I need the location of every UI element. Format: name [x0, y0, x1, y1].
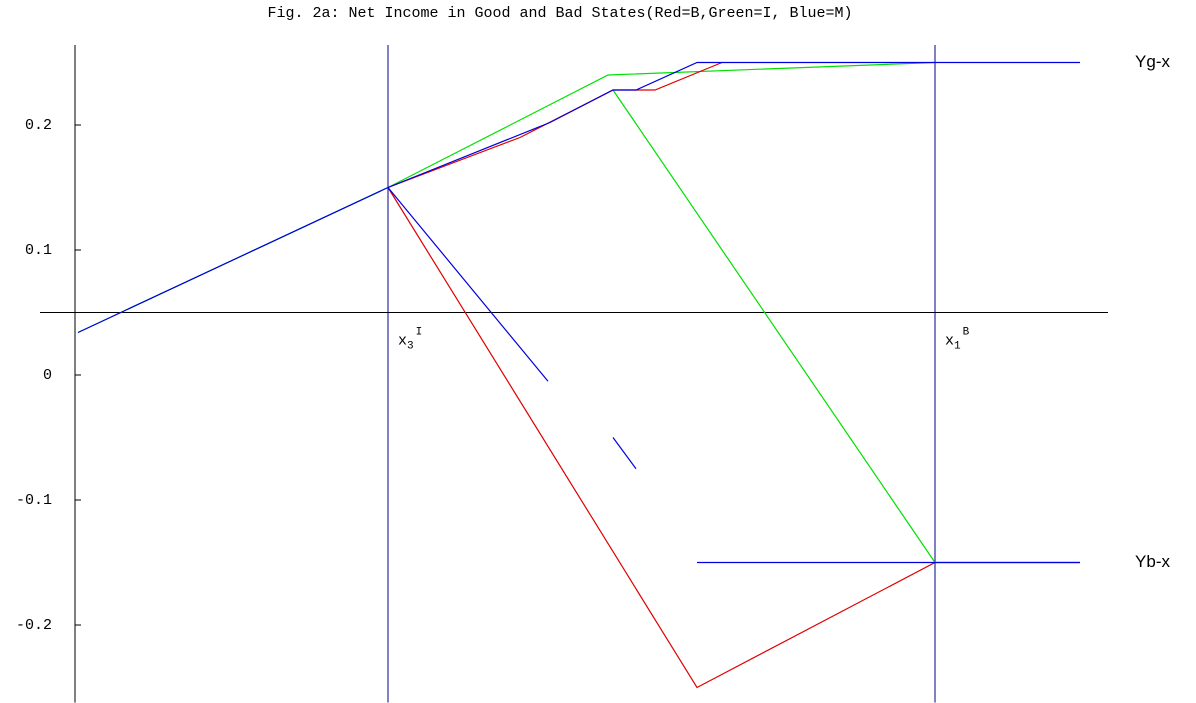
annotation: Yb-x	[1135, 552, 1170, 571]
y-tick-label: 0.2	[25, 117, 52, 134]
y-tick-label: 0.1	[25, 242, 52, 259]
y-tick-label: -0.1	[16, 492, 52, 509]
label-sup: B	[963, 326, 970, 338]
label-base: x	[945, 332, 954, 349]
series-line	[77, 61, 1080, 334]
label-sub: 1	[954, 340, 961, 352]
series-line	[612, 89, 936, 563]
vline-label: x1B	[945, 326, 970, 352]
label-base: x	[398, 332, 407, 349]
y-tick-label: 0	[43, 367, 52, 384]
chart-title: Fig. 2a: Net Income in Good and Bad Stat…	[267, 5, 852, 22]
series-line	[387, 187, 1080, 564]
annotation: Yg-x	[1135, 52, 1170, 71]
series-line	[77, 61, 936, 334]
vline-label: x3I	[398, 326, 422, 352]
y-tick-label: -0.2	[16, 617, 52, 634]
series-line	[387, 187, 1080, 689]
label-sup: I	[416, 326, 423, 338]
series-line	[387, 61, 723, 189]
label-sub: 3	[407, 340, 414, 352]
